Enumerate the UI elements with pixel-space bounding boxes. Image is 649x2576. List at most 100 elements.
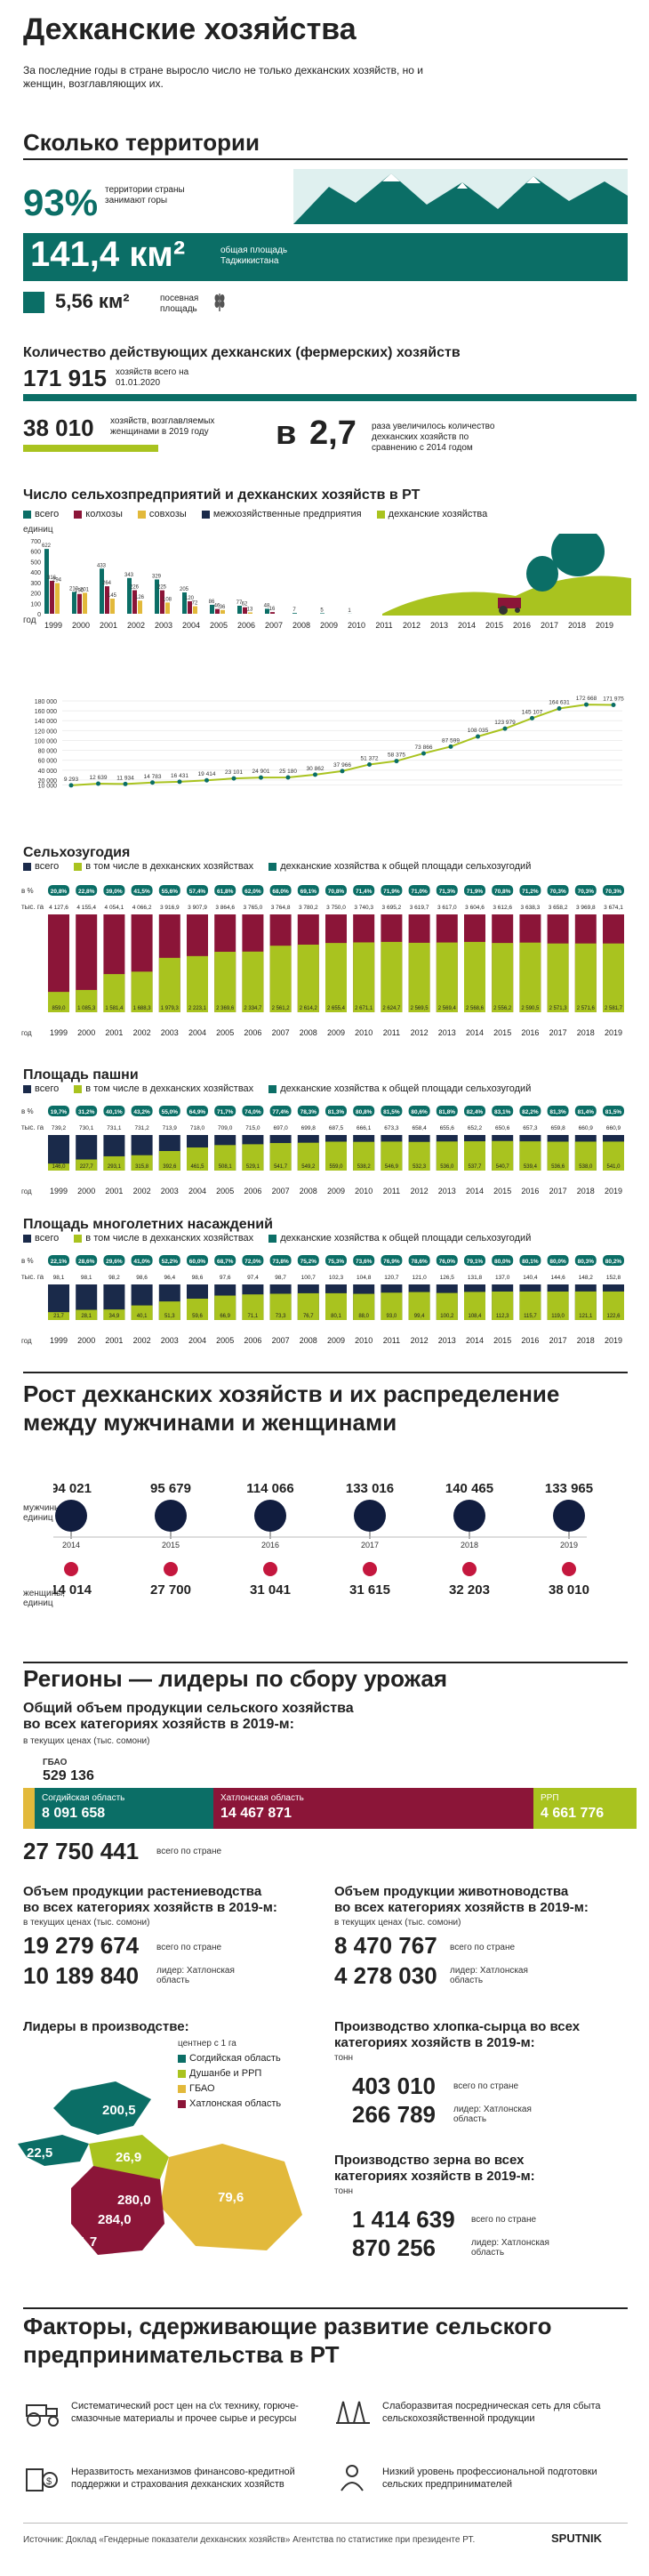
cotton-leader: 266 789 (352, 2101, 436, 2128)
x-tick-label: 2000 (72, 621, 90, 630)
pct-label: 71,3% (439, 889, 456, 895)
pct-pill (297, 1106, 319, 1116)
bar-dehkan (48, 992, 69, 1012)
bar-dehkan (76, 1159, 98, 1171)
bar-dehkan (603, 943, 624, 1012)
bar-dehkan (48, 1163, 69, 1171)
data-label: 123 979 (494, 720, 516, 726)
x-tick-label: 2005 (210, 621, 228, 630)
cotton-heading-1: Производство хлопка-сырца во всех (334, 2019, 581, 2034)
data-label: 62 (242, 602, 248, 608)
lead-text: За последние годы в стране выросло число… (23, 64, 423, 90)
factors-heading-2: предпринимательства в РТ (23, 2341, 340, 2368)
pct-pill (297, 1255, 319, 1266)
total-label: 98,2 (108, 1275, 120, 1281)
pct-label: 20,8% (51, 889, 68, 895)
data-label: 145 (108, 593, 117, 599)
pct-pill (547, 885, 569, 896)
pct-pill (574, 1106, 597, 1116)
legend-interfarm: межхозяйственные предприятия (212, 509, 362, 519)
x-tick-label: 2018 (577, 1336, 595, 1345)
pct-label: 80,8% (356, 1109, 373, 1115)
bar-совхозы (220, 609, 225, 614)
total-label: 3 658,2 (549, 905, 568, 911)
row-label-ha: тыс. га (21, 903, 44, 911)
dehkan-label: 146,0 (52, 1164, 66, 1170)
data-label: 7 (292, 608, 296, 613)
bar-dehkan (436, 942, 458, 1012)
pct-pill (519, 1106, 541, 1116)
leaders-map-legend: Согдийская область Душанбе и РРП ГБАО Ха… (178, 2051, 281, 2112)
data-label: 210 (69, 586, 79, 592)
total-label: 3 864,6 (215, 905, 235, 911)
pct-pill (242, 885, 264, 896)
data-point (259, 775, 263, 780)
total-label: 3 612,6 (493, 905, 512, 911)
hill-illustration (382, 576, 631, 616)
total-label: 673,3 (384, 1125, 399, 1131)
bar-всего (127, 577, 132, 614)
pct-pill (464, 1255, 485, 1266)
pct-pill (353, 1255, 375, 1266)
pct-pill (408, 885, 430, 896)
dehkan-label: 227,7 (80, 1164, 94, 1170)
bar-колхозы (160, 590, 164, 614)
grain-leader-text: лидер: Хатлонская область (471, 2238, 549, 2258)
bar-dehkan (574, 943, 597, 1012)
women-value: 14 014 (53, 1582, 92, 1598)
data-label: 294 (52, 578, 62, 584)
x-tick-label: 2011 (383, 1336, 400, 1345)
total-label: 709,0 (218, 1125, 233, 1131)
pct-label: 73,6% (356, 1259, 373, 1265)
pct-label: 68,7% (217, 1259, 234, 1265)
pct-label: 28,6% (78, 1259, 95, 1265)
x-tick-label: 2014 (458, 621, 476, 630)
data-point (557, 706, 562, 712)
perennial-legend-share: дехканские хозяйства к общей площади сел… (280, 1233, 532, 1244)
x-tick-label: 2000 (77, 1028, 95, 1037)
landuse-heading: Сельхозугодия (23, 845, 131, 860)
divider (23, 1662, 628, 1663)
pct-label: 71,9% (383, 889, 400, 895)
pct-pill (381, 885, 403, 896)
total-label: 3 740,3 (354, 905, 373, 911)
pct-pill (603, 885, 624, 896)
bar-dehkan (547, 943, 569, 1012)
landuse-chart: в % тыс. га год 20,8% 4 127,6 859,0 1999 22,8% 4… (21, 885, 624, 1037)
x-tick-label: 2003 (155, 621, 172, 630)
growth-text: раза увеличилось количество дехканских х… (372, 422, 495, 453)
perennial-heading: Площадь многолетних насаждений (23, 1217, 273, 1232)
regions-stacked-bar: Согдийская область 8 091 658 Хатлонская … (23, 1788, 637, 1829)
data-point (204, 777, 209, 783)
men-bubble (354, 1500, 386, 1532)
pct-pill (492, 1255, 514, 1266)
farms-total-bar (23, 394, 637, 401)
leaders-map-sub: центнер с 1 га (178, 2039, 236, 2049)
bar-совхозы (55, 583, 60, 614)
data-label: 108 035 (468, 728, 489, 734)
divider (23, 2307, 628, 2309)
data-point (231, 776, 236, 781)
pct-pill (48, 885, 69, 896)
data-label: 30 862 (307, 766, 324, 772)
bar-dehkan (381, 941, 403, 1012)
grain-total: 1 414 639 (352, 2206, 455, 2233)
pct-label: 83,1% (494, 1109, 511, 1115)
pct-pill (603, 1106, 624, 1116)
total-label: 97,4 (247, 1275, 259, 1281)
pct-pill (269, 1255, 292, 1266)
bar-dehkan (464, 1292, 485, 1320)
y-tick-label: 180 000 (35, 699, 57, 705)
pct-label: 82,2% (522, 1109, 539, 1115)
education-icon (341, 2465, 364, 2491)
legend-kolkhoz: колхозы (85, 509, 123, 519)
total-label: 650,6 (495, 1125, 510, 1131)
y-tick-label: 200 (30, 592, 41, 598)
dehkan-label: 2 569,4 (438, 1006, 457, 1011)
regions-total-heading-1: Общий объем продукции сельского хозяйств… (23, 1701, 354, 1716)
x-tick-label: 2007 (272, 1336, 290, 1345)
bar-колхозы (132, 590, 137, 614)
bar-dehkan (131, 971, 153, 1012)
dehkan-label: 122,6 (606, 1314, 621, 1319)
